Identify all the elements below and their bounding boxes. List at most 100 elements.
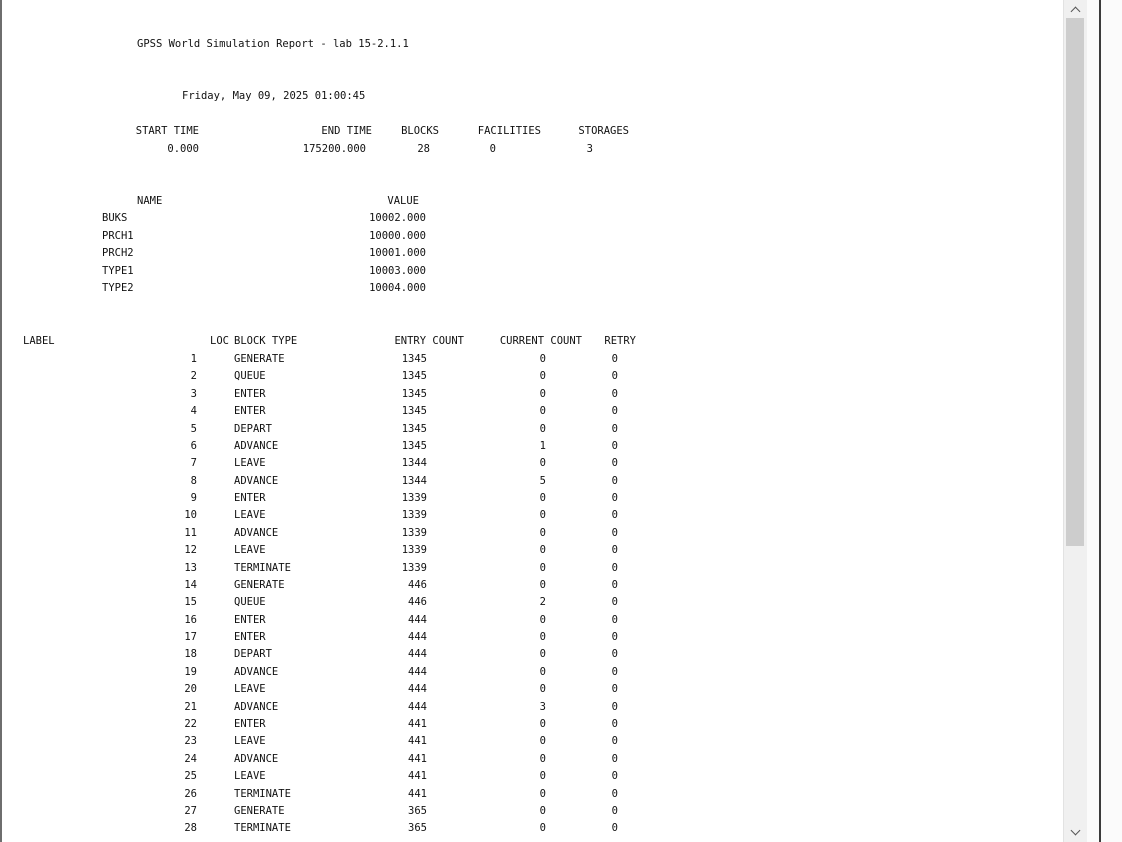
block-current-count: 0	[539, 735, 546, 748]
block-current-count: 0	[539, 387, 546, 400]
block-type: ENTER	[234, 717, 266, 730]
block-header-loc: LOC	[210, 335, 229, 347]
block-current-count: 0	[539, 613, 546, 626]
block-loc: 1	[190, 353, 197, 365]
block-entry-count: 441	[408, 752, 427, 765]
block-entry-count: 444	[408, 683, 427, 696]
block-entry-count: 1345	[401, 439, 427, 452]
header-blocks: BLOCKS	[401, 125, 439, 137]
block-entry-count: 1339	[401, 561, 427, 574]
block-loc: 17	[184, 631, 197, 644]
block-current-count: 0	[539, 353, 546, 365]
header-end-time: END TIME	[321, 125, 372, 137]
block-entry-count: 446	[408, 596, 427, 609]
block-retry: 0	[611, 596, 618, 609]
block-loc: 4	[190, 405, 197, 418]
block-entry-count: 1345	[401, 422, 427, 435]
block-type: LEAVE	[234, 770, 266, 783]
block-entry-count: 444	[408, 700, 427, 713]
block-entry-count: 365	[408, 804, 427, 817]
block-type: ADVANCE	[234, 526, 279, 539]
block-retry: 0	[611, 752, 618, 765]
block-entry-count: 1345	[401, 405, 427, 418]
block-retry: 0	[611, 735, 618, 748]
block-entry-count: 441	[408, 787, 427, 800]
name-entry-value: 10000.000	[369, 229, 426, 242]
block-type: ENTER	[234, 387, 266, 400]
block-type: ADVANCE	[234, 752, 279, 765]
block-retry: 0	[611, 683, 618, 696]
block-type: DEPART	[234, 648, 272, 661]
block-retry: 0	[611, 474, 618, 487]
block-type: ADVANCE	[234, 665, 279, 678]
block-type: ENTER	[234, 613, 266, 626]
block-current-count: 0	[539, 526, 546, 539]
name-entry-name: BUKS	[102, 212, 128, 224]
block-current-count: 0	[539, 578, 546, 591]
scrollbar-thumb[interactable]	[1066, 18, 1084, 546]
block-type: ENTER	[234, 405, 266, 418]
block-type: TERMINATE	[234, 822, 291, 835]
block-current-count: 3	[539, 700, 546, 713]
block-type: ENTER	[234, 492, 266, 505]
chevron-down-icon[interactable]	[1064, 824, 1087, 842]
vertical-scrollbar[interactable]	[1063, 0, 1087, 842]
block-entry-count: 1339	[401, 526, 427, 539]
block-loc: 26	[184, 787, 197, 800]
block-retry: 0	[611, 405, 618, 418]
block-retry: 0	[611, 804, 618, 817]
block-loc: 11	[184, 526, 197, 539]
block-entry-count: 444	[408, 631, 427, 644]
block-entry-count: 444	[408, 648, 427, 661]
value-storages: 3	[586, 143, 593, 155]
block-loc: 22	[184, 717, 197, 730]
block-entry-count: 441	[408, 717, 427, 730]
names-header-value: VALUE	[387, 195, 419, 207]
block-type: ADVANCE	[234, 700, 279, 713]
report-datetime: Friday, May 09, 2025 01:00:45	[182, 90, 366, 102]
report-view[interactable]: GPSS World Simulation Report - lab 15-2.…	[0, 0, 1063, 842]
block-entry-count: 1345	[401, 353, 427, 365]
block-header-block-type: BLOCK TYPE	[234, 335, 298, 347]
value-blocks: 28	[417, 143, 430, 155]
block-entry-count: 365	[408, 822, 427, 835]
name-entry-name: TYPE1	[102, 264, 134, 277]
chevron-up-icon[interactable]	[1064, 0, 1087, 18]
block-retry: 0	[611, 561, 618, 574]
block-current-count: 0	[539, 509, 546, 522]
block-retry: 0	[611, 700, 618, 713]
block-retry: 0	[611, 544, 618, 557]
name-entry-name: PRCH2	[102, 247, 134, 259]
block-entry-count: 1339	[401, 509, 427, 522]
block-type: GENERATE	[234, 804, 285, 817]
block-retry: 0	[611, 665, 618, 678]
value-start-time: 0.000	[167, 143, 199, 155]
block-current-count: 1	[539, 439, 546, 452]
name-entry-value: 10004.000	[369, 282, 426, 294]
header-start-time: START TIME	[135, 125, 199, 137]
block-loc: 3	[190, 387, 197, 400]
block-type: ADVANCE	[234, 474, 279, 487]
block-current-count: 0	[539, 787, 546, 800]
block-type: GENERATE	[234, 578, 285, 591]
block-retry: 0	[611, 492, 618, 505]
block-loc: 19	[184, 665, 197, 678]
block-type: QUEUE	[234, 596, 266, 609]
block-entry-count: 446	[408, 578, 427, 591]
block-current-count: 0	[539, 422, 546, 435]
block-entry-count: 1339	[401, 492, 427, 505]
block-entry-count: 444	[408, 613, 427, 626]
block-type: LEAVE	[234, 457, 266, 470]
block-entry-count: 1345	[401, 387, 427, 400]
block-type: TERMINATE	[234, 787, 291, 800]
block-type: ENTER	[234, 631, 266, 644]
block-loc: 9	[190, 492, 197, 505]
block-loc: 8	[190, 474, 197, 487]
block-entry-count: 444	[408, 665, 427, 678]
block-current-count: 2	[539, 596, 546, 609]
block-type: DEPART	[234, 422, 272, 435]
block-header-entry-count: ENTRY COUNT	[394, 335, 464, 347]
block-retry: 0	[611, 787, 618, 800]
value-end-time: 175200.000	[302, 143, 366, 155]
block-retry: 0	[611, 613, 618, 626]
